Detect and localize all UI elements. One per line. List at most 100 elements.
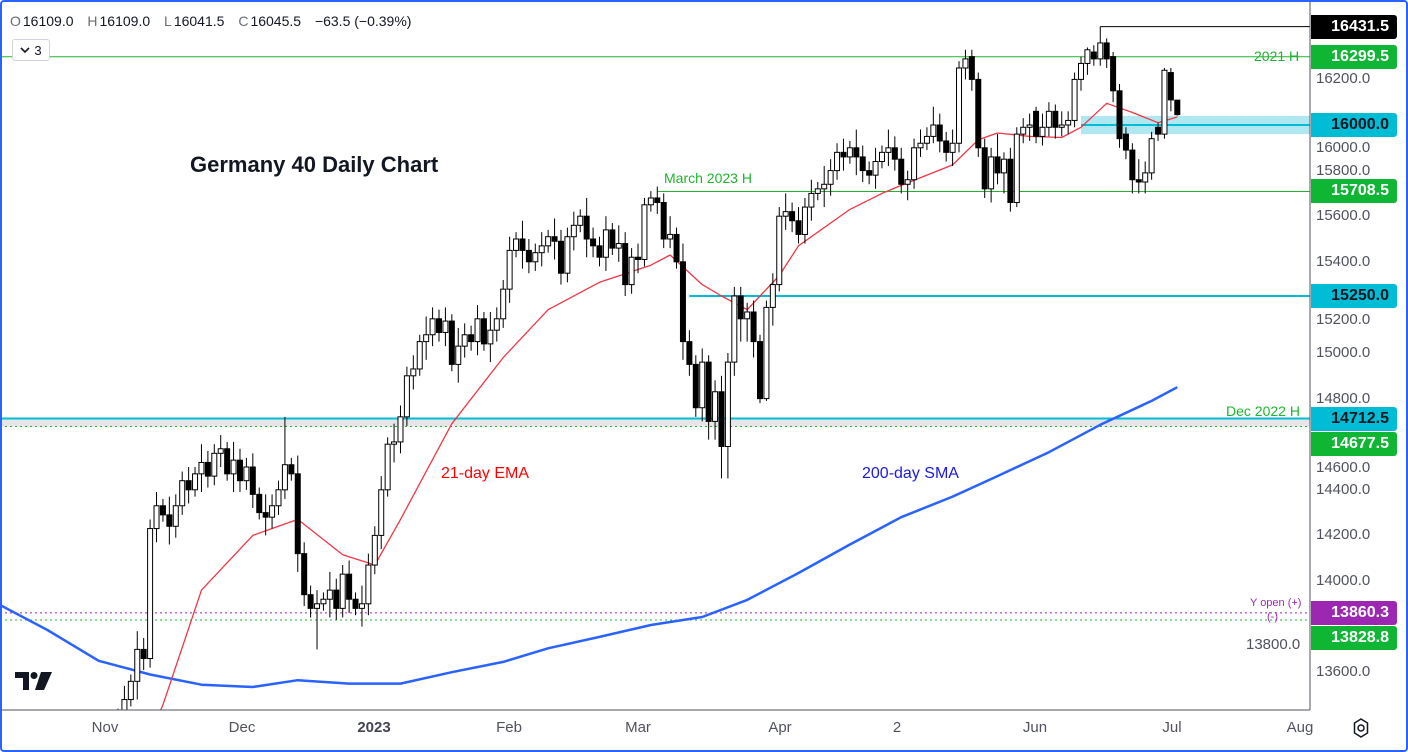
y-tick-label: 14800.0 bbox=[1316, 389, 1371, 407]
candle bbox=[1078, 56, 1084, 91]
candle-body bbox=[1090, 51, 1097, 60]
y-open-minus-label: (-) bbox=[1267, 611, 1278, 623]
y-tick-label: 16200.0 bbox=[1316, 70, 1371, 88]
candle bbox=[172, 494, 179, 538]
candle-body bbox=[172, 505, 179, 527]
candle-body bbox=[519, 238, 526, 251]
candle bbox=[891, 136, 898, 171]
candle-body bbox=[699, 361, 706, 409]
candle bbox=[333, 578, 340, 620]
candle-body bbox=[134, 648, 141, 682]
candle bbox=[898, 147, 905, 194]
candle bbox=[994, 134, 1001, 185]
candle-body bbox=[320, 598, 327, 605]
candle-body bbox=[397, 416, 404, 443]
candle-body bbox=[660, 202, 667, 240]
candle bbox=[1058, 111, 1065, 137]
candle-body bbox=[1033, 110, 1040, 137]
x-tick-label: Feb bbox=[496, 719, 522, 736]
candle bbox=[281, 416, 288, 499]
price-level-tag: 16299.5 bbox=[1311, 44, 1397, 69]
candle bbox=[314, 590, 321, 650]
y-tick-label: 13600.0 bbox=[1316, 663, 1371, 681]
indicators-count: 3 bbox=[34, 42, 42, 58]
candle bbox=[866, 161, 873, 185]
candle-body bbox=[885, 147, 892, 153]
x-tick-label: Apr bbox=[768, 719, 792, 736]
candle bbox=[667, 216, 674, 249]
price-level-tag: 16000.0 bbox=[1311, 113, 1397, 137]
candle bbox=[192, 467, 199, 497]
candle bbox=[378, 476, 385, 550]
candle-body bbox=[333, 589, 340, 609]
gear-icon[interactable] bbox=[1350, 717, 1372, 739]
price-level-tag: 13860.3 bbox=[1311, 600, 1397, 625]
candle bbox=[436, 309, 442, 342]
indicators-collapse-button[interactable]: 3 bbox=[12, 39, 50, 61]
candle bbox=[878, 145, 885, 169]
candle-body bbox=[763, 306, 770, 400]
candle-body bbox=[1174, 99, 1181, 116]
candle bbox=[147, 519, 154, 668]
candle-body bbox=[590, 238, 597, 247]
candle bbox=[840, 138, 847, 171]
candle bbox=[930, 106, 937, 144]
candle-body bbox=[943, 140, 950, 153]
candle-body bbox=[962, 58, 969, 69]
candle-body bbox=[789, 211, 796, 222]
candle bbox=[1135, 159, 1142, 194]
candle bbox=[307, 585, 314, 618]
sma200-line bbox=[0, 386, 1178, 689]
candle-body bbox=[448, 320, 455, 365]
candle bbox=[570, 211, 577, 251]
candle bbox=[159, 498, 166, 522]
close-value: 16045.5 bbox=[250, 13, 302, 29]
candle-body bbox=[622, 243, 629, 286]
candle bbox=[185, 467, 192, 504]
sma-label: 200-day SMA bbox=[862, 465, 959, 482]
candle-body bbox=[654, 197, 661, 204]
candle bbox=[256, 487, 263, 520]
open-key: O bbox=[10, 13, 21, 29]
candle-body bbox=[769, 284, 776, 308]
level-band bbox=[0, 418, 1310, 427]
x-tick-label: 2023 bbox=[357, 719, 391, 736]
candle bbox=[455, 327, 462, 383]
y-tick-label: 14600.0 bbox=[1316, 459, 1371, 476]
candle-body bbox=[127, 680, 134, 701]
open-value: 16109.0 bbox=[22, 13, 74, 29]
candle-body bbox=[801, 206, 808, 235]
candle-body bbox=[480, 318, 487, 345]
candle-body bbox=[532, 252, 539, 263]
candle bbox=[179, 471, 186, 515]
candle bbox=[1097, 26, 1104, 66]
candle-body bbox=[1026, 124, 1033, 128]
y-open-label: Y open (+) bbox=[1250, 597, 1302, 609]
candle bbox=[577, 209, 584, 233]
candle-body bbox=[442, 320, 449, 333]
candle bbox=[1065, 111, 1072, 135]
y-tick-label: 14400.0 bbox=[1316, 480, 1371, 498]
candle bbox=[217, 435, 224, 467]
candle bbox=[602, 216, 609, 271]
candle-body bbox=[968, 56, 975, 80]
candle-body bbox=[930, 124, 937, 137]
candle bbox=[705, 355, 712, 440]
candle bbox=[384, 437, 391, 497]
candle-body bbox=[159, 505, 166, 516]
candle-body bbox=[808, 192, 815, 208]
price-level-tag: 13828.8 bbox=[1311, 625, 1397, 650]
candle-body bbox=[1148, 138, 1155, 174]
y-tick-label: 15800.0 bbox=[1316, 161, 1371, 179]
candle bbox=[615, 225, 622, 262]
candle bbox=[236, 448, 243, 493]
candle-body bbox=[712, 391, 719, 422]
candle bbox=[1000, 152, 1007, 194]
candle bbox=[320, 592, 327, 611]
candle-body bbox=[204, 461, 211, 477]
x-tick-label: Nov bbox=[91, 719, 119, 736]
candle bbox=[288, 457, 295, 481]
low-key: L bbox=[164, 13, 172, 29]
tradingview-logo[interactable] bbox=[15, 672, 53, 692]
